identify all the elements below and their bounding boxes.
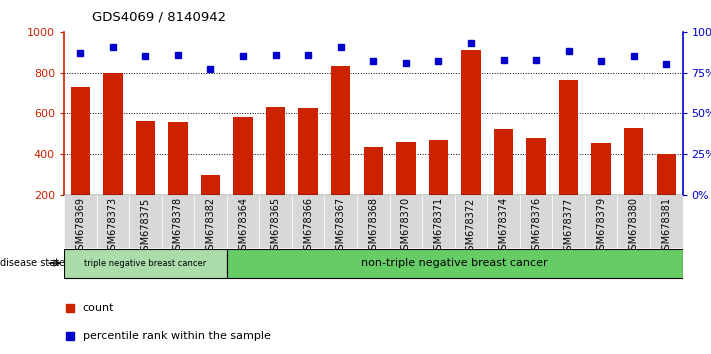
Bar: [461, 50, 481, 235]
Text: GSM678382: GSM678382: [205, 198, 215, 257]
Text: GSM678372: GSM678372: [466, 198, 476, 257]
Text: GSM678379: GSM678379: [596, 198, 606, 257]
Text: GSM678366: GSM678366: [303, 198, 313, 256]
Bar: [97, 195, 129, 248]
Bar: [592, 143, 611, 235]
Bar: [585, 195, 617, 248]
Text: GSM678369: GSM678369: [75, 198, 85, 256]
Bar: [227, 195, 260, 248]
Bar: [454, 195, 487, 248]
Text: GSM678370: GSM678370: [401, 198, 411, 257]
Bar: [70, 87, 90, 235]
Bar: [194, 195, 227, 248]
Bar: [161, 195, 194, 248]
Bar: [390, 195, 422, 248]
Bar: [227, 249, 683, 278]
Bar: [396, 142, 416, 235]
Text: GSM678371: GSM678371: [434, 198, 444, 257]
Bar: [363, 147, 383, 235]
Text: GDS4069 / 8140942: GDS4069 / 8140942: [92, 11, 227, 24]
Bar: [429, 140, 448, 235]
Bar: [526, 138, 546, 235]
Bar: [169, 122, 188, 235]
Bar: [201, 175, 220, 235]
Bar: [103, 73, 122, 235]
Bar: [266, 107, 285, 235]
Bar: [64, 195, 97, 248]
Text: GSM678368: GSM678368: [368, 198, 378, 256]
Bar: [650, 195, 683, 248]
Bar: [260, 195, 292, 248]
Text: GSM678381: GSM678381: [661, 198, 671, 256]
Text: GSM678364: GSM678364: [238, 198, 248, 256]
Bar: [487, 195, 520, 248]
Bar: [292, 195, 324, 248]
Text: GSM678367: GSM678367: [336, 198, 346, 257]
Bar: [559, 80, 578, 235]
Bar: [624, 127, 643, 235]
Bar: [129, 195, 161, 248]
Text: triple negative breast cancer: triple negative breast cancer: [85, 258, 206, 268]
Bar: [233, 118, 253, 235]
Text: GSM678376: GSM678376: [531, 198, 541, 257]
Bar: [357, 195, 390, 248]
Text: percentile rank within the sample: percentile rank within the sample: [82, 331, 270, 341]
Text: non-triple negative breast cancer: non-triple negative breast cancer: [361, 258, 548, 268]
Text: GSM678378: GSM678378: [173, 198, 183, 257]
Text: disease state: disease state: [0, 258, 65, 268]
Text: count: count: [82, 303, 114, 313]
Bar: [324, 195, 357, 248]
Bar: [493, 129, 513, 235]
Bar: [422, 195, 454, 248]
Text: GSM678380: GSM678380: [629, 198, 638, 256]
Bar: [331, 67, 351, 235]
Text: GSM678373: GSM678373: [108, 198, 118, 257]
Text: GSM678375: GSM678375: [140, 198, 151, 257]
Bar: [64, 249, 227, 278]
Bar: [656, 154, 676, 235]
Bar: [299, 108, 318, 235]
Text: GSM678377: GSM678377: [564, 198, 574, 257]
Bar: [552, 195, 585, 248]
Bar: [136, 121, 155, 235]
Bar: [617, 195, 650, 248]
Text: GSM678374: GSM678374: [498, 198, 508, 257]
Bar: [520, 195, 552, 248]
Text: GSM678365: GSM678365: [271, 198, 281, 257]
